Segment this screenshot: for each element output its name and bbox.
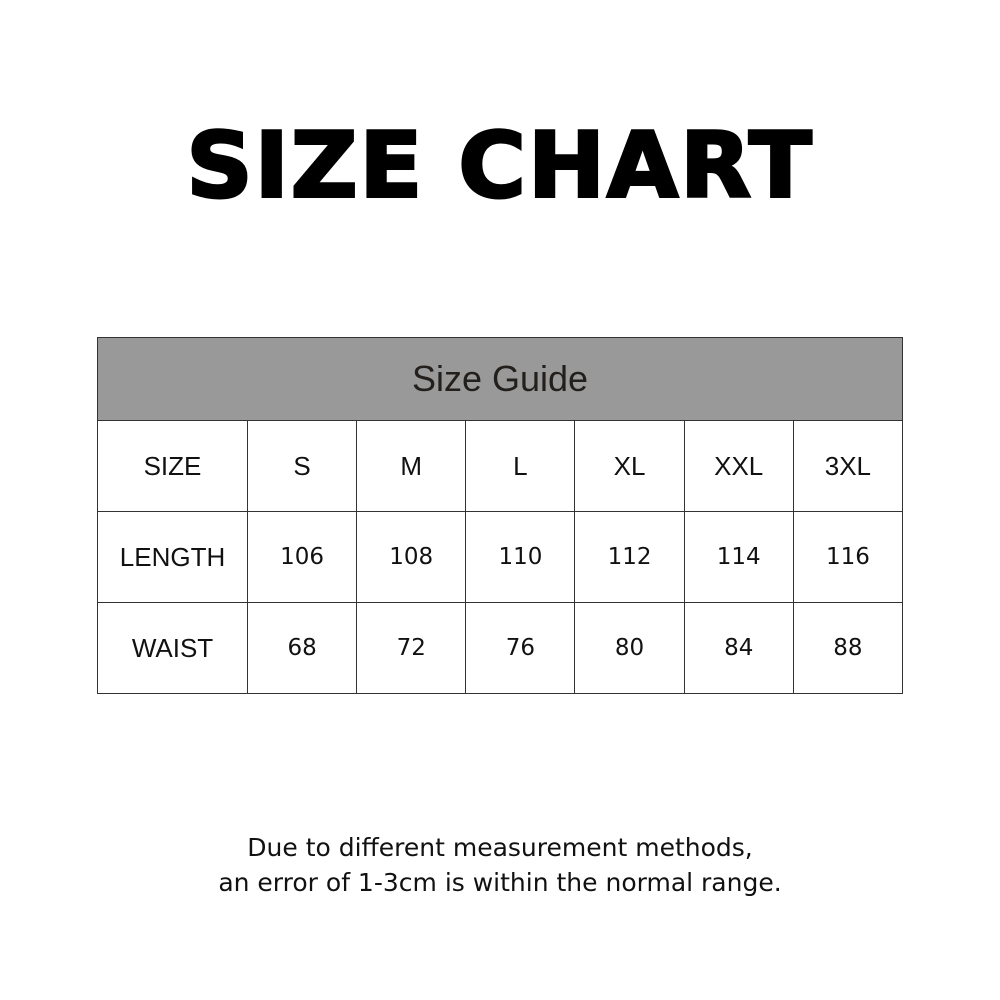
table-row: LENGTH 106 108 110 112 114 116 [97,511,904,603]
row-label: SIZE [97,420,248,512]
table-cell: S [246,420,358,512]
note-line-2: an error of 1-3cm is within the normal r… [218,868,782,897]
table-cell: 106 [246,511,358,603]
table-cell: 112 [574,511,685,603]
table-cell: 3XL [792,420,904,512]
size-guide-table: Size Guide SIZE S M L XL XXL 3XL LENGTH 106 108 11… [97,337,904,694]
table-cell: 108 [356,511,467,603]
table-cell: 84 [683,602,794,694]
table-caption: Size Guide [97,337,903,421]
table-cell: XXL [683,420,794,512]
table-cell: 88 [792,602,904,694]
table-cell: 80 [574,602,685,694]
table-cell: XL [574,420,685,512]
table-cell: M [356,420,467,512]
table-cell: 110 [465,511,576,603]
table-cell: L [465,420,576,512]
table-cell: 72 [356,602,467,694]
table-row: SIZE S M L XL XXL 3XL [97,420,904,512]
table-cell: 68 [246,602,358,694]
table-cell: 114 [683,511,794,603]
table-cell: 76 [465,602,576,694]
table-cell: 116 [792,511,904,603]
row-label: WAIST [97,602,248,694]
row-label: LENGTH [97,511,248,603]
table-header-row: Size Guide [97,337,903,421]
page-title: SIZE CHART [185,112,814,220]
measurement-note: Due to different measurement methods, an… [0,830,1000,900]
note-line-1: Due to different measurement methods, [247,833,753,862]
table-row: WAIST 68 72 76 80 84 88 [97,602,904,694]
